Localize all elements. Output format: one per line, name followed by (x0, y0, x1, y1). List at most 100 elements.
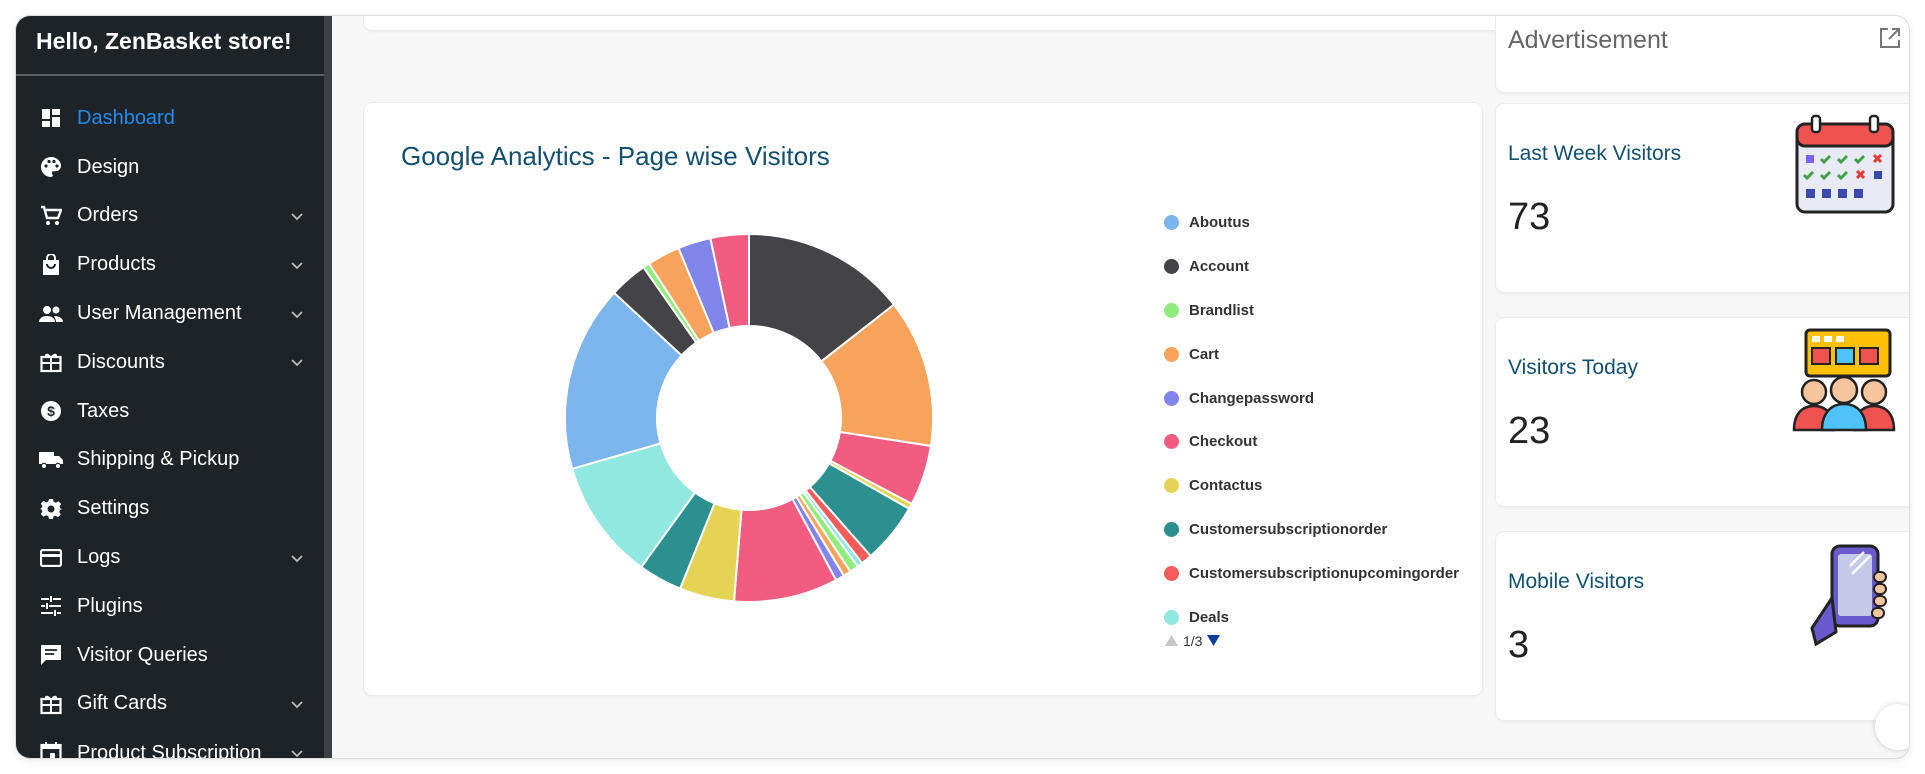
sidebar-item-orders[interactable]: Orders (16, 192, 324, 241)
sidebar-item-visitor-queries[interactable]: Visitor Queries (16, 631, 324, 680)
credit-card-icon (39, 546, 63, 570)
legend-label: Brandlist (1189, 301, 1255, 319)
sidebar-item-products[interactable]: Products (16, 240, 324, 289)
gift-box-icon (39, 350, 63, 374)
legend-dot (1164, 390, 1179, 406)
legend-label: Checkout (1189, 433, 1258, 451)
legend-dot (1164, 565, 1179, 581)
sidebar-item-label: Plugins (77, 594, 143, 617)
users-icon (39, 302, 63, 326)
visitors-today-card: Visitors Today 23 (1496, 318, 1909, 506)
sidebar-item-label: Gift Cards (77, 692, 168, 715)
legend-label: Contactus (1189, 477, 1263, 495)
legend-dot (1164, 215, 1179, 231)
sidebar-item-label: Logs (77, 546, 121, 569)
dashboard-icon (39, 106, 63, 130)
sidebar-item-plugins[interactable]: Plugins (16, 582, 324, 631)
donut-slice[interactable] (709, 233, 750, 330)
sidebar-scrollbar[interactable] (324, 16, 332, 758)
sidebar-item-label: Product Subscription (77, 741, 262, 758)
sidebar-item-logs[interactable]: Logs (16, 533, 324, 582)
donut-slice[interactable] (564, 291, 683, 471)
stat-title: Mobile Visitors (1508, 570, 1645, 593)
legend-label: Changepassword (1189, 389, 1315, 407)
mobile-visitors-card: Mobile Visitors 3 (1496, 532, 1909, 720)
external-link-icon[interactable] (1878, 26, 1902, 50)
card-title: Google Analytics - Page wise Visitors (401, 141, 830, 171)
legend-item-account[interactable]: Account (1164, 245, 1459, 289)
sidebar-item-label: Shipping & Pickup (77, 448, 240, 471)
page-visitors-card: Google Analytics - Page wise Visitors Ab… (364, 103, 1482, 695)
legend-dot (1164, 302, 1179, 318)
legend-label: Customersubscriptionupcomingorder (1189, 564, 1460, 582)
sidebar-item-label: Settings (77, 497, 150, 520)
legend-label: Account (1189, 258, 1249, 276)
palette-icon (39, 155, 63, 179)
sidebar-item-label: User Management (77, 302, 242, 325)
sidebar-item-taxes[interactable]: $ Taxes (16, 387, 324, 436)
stat-value: 23 (1508, 410, 1551, 452)
main-content: Google Analytics - Page wise Visitors Ab… (332, 16, 1909, 758)
app-window: Hello, ZenBasket store! Dashboard Design… (16, 16, 1909, 758)
chevron-down-icon (291, 213, 303, 221)
legend-dot (1164, 434, 1179, 450)
pager-text: 1/3 (1183, 632, 1203, 649)
sidebar-item-user-management[interactable]: User Management (16, 289, 324, 338)
donut-chart[interactable] (564, 233, 934, 603)
store-greeting: Hello, ZenBasket store! (16, 16, 324, 76)
sidebar-item-label: Orders (77, 204, 139, 227)
legend-item-contactus[interactable]: Contactus (1164, 464, 1459, 508)
calendar-icon (39, 741, 63, 758)
last-week-visitors-card: Last Week Visitors 73 (1496, 104, 1909, 292)
sidebar-item-label: Discounts (77, 350, 165, 373)
legend-dot (1164, 478, 1179, 494)
sidebar-item-design[interactable]: Design (16, 143, 324, 192)
sidebar-item-settings[interactable]: Settings (16, 484, 324, 533)
legend-item-cart[interactable]: Cart (1164, 332, 1459, 376)
chevron-down-icon (291, 554, 303, 562)
pager-down-arrow-icon[interactable] (1206, 634, 1221, 647)
sidebar-nav: Dashboard Design Orders Products (16, 94, 324, 758)
sliders-icon (39, 594, 63, 618)
legend-pager: 1/3 (1164, 633, 1459, 649)
stat-value: 3 (1508, 624, 1530, 666)
pager-up-arrow-icon[interactable] (1164, 634, 1179, 647)
legend-item-deals[interactable]: Deals (1164, 595, 1459, 639)
legend-item-aboutus[interactable]: Aboutus (1164, 201, 1459, 245)
shopping-bag-icon (39, 253, 63, 277)
previous-card (364, 16, 1514, 30)
legend-item-customersubscriptionupcomingorder[interactable]: Customersubscriptionupcomingorder (1164, 551, 1459, 595)
sidebar-item-label: Dashboard (77, 106, 175, 129)
visitor-group-icon (1792, 328, 1896, 432)
sidebar-item-label: Visitor Queries (77, 643, 208, 666)
legend-item-customersubscriptionorder[interactable]: Customersubscriptionorder (1164, 508, 1459, 552)
legend-item-brandlist[interactable]: Brandlist (1164, 289, 1459, 333)
sidebar-item-product-subscription[interactable]: Product Subscription (16, 728, 324, 758)
legend-item-checkout[interactable]: Checkout (1164, 420, 1459, 464)
stat-value: 73 (1508, 196, 1551, 238)
sidebar-item-label: Products (77, 253, 156, 276)
sidebar-item-gift-cards[interactable]: Gift Cards (16, 680, 324, 729)
advertisement-label: Advertisement (1508, 26, 1668, 54)
sidebar-item-label: Taxes (77, 399, 130, 422)
legend-dot (1164, 346, 1179, 362)
sidebar-item-shipping-pickup[interactable]: Shipping & Pickup (16, 436, 324, 485)
help-widget-button[interactable] (1875, 704, 1909, 750)
chevron-down-icon (291, 262, 303, 270)
cart-icon (39, 204, 63, 228)
stat-title: Visitors Today (1508, 356, 1638, 379)
calendar-checklist-icon (1795, 114, 1895, 214)
legend-label: Customersubscriptionorder (1189, 520, 1388, 538)
mobile-hand-icon (1810, 544, 1887, 647)
sidebar-item-dashboard[interactable]: Dashboard (16, 94, 324, 143)
sidebar-item-label: Design (77, 155, 140, 178)
legend-label: Cart (1189, 345, 1220, 363)
chevron-down-icon (291, 359, 303, 367)
legend-item-changepassword[interactable]: Changepassword (1164, 376, 1459, 420)
truck-icon (39, 448, 63, 472)
chart-legend: Aboutus Account Brandlist Cart Changepas… (1164, 201, 1459, 649)
gift-card-icon (39, 692, 63, 716)
chevron-down-icon (291, 310, 303, 318)
chevron-down-icon (291, 750, 303, 758)
sidebar-item-discounts[interactable]: Discounts (16, 338, 324, 387)
